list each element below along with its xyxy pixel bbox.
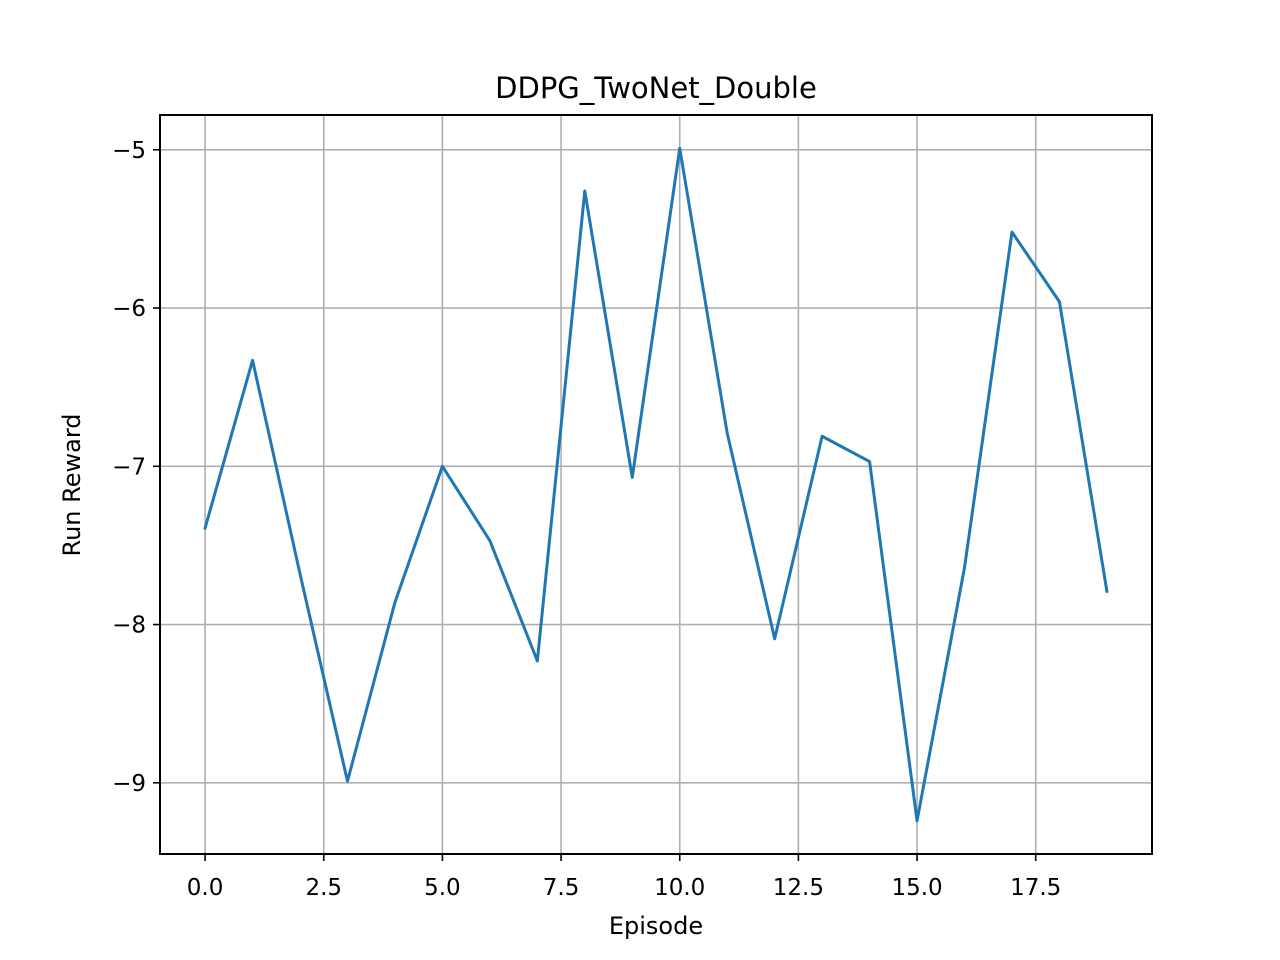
x-tick-label: 5.0 <box>424 875 461 901</box>
y-axis-label: Run Reward <box>58 413 86 556</box>
x-axis-label: Episode <box>609 912 703 940</box>
x-tick-label: 7.5 <box>543 875 580 901</box>
y-tick-label: −5 <box>112 138 146 164</box>
plot-frame <box>159 114 1153 855</box>
x-tick-label: 2.5 <box>305 875 342 901</box>
x-tick-label: 15.0 <box>891 875 942 901</box>
series-line <box>203 146 1109 823</box>
x-tick-label: 0.0 <box>187 875 224 901</box>
series-layer <box>203 146 1109 823</box>
y-axis-ticks: −5 −6 −7 −8 −9 <box>112 138 160 797</box>
x-axis-ticks: 0.0 2.5 5.0 7.5 10.0 12.5 15.0 17.5 <box>187 854 1061 901</box>
chart-title: DDPG_TwoNet_Double <box>495 71 817 105</box>
y-tick-label: −7 <box>112 454 146 480</box>
x-tick-label: 12.5 <box>773 875 824 901</box>
y-tick-label: −6 <box>112 296 146 322</box>
y-tick-label: −9 <box>112 771 146 797</box>
y-tick-label: −8 <box>112 613 146 639</box>
x-tick-label: 17.5 <box>1010 875 1061 901</box>
x-tick-label: 10.0 <box>654 875 705 901</box>
